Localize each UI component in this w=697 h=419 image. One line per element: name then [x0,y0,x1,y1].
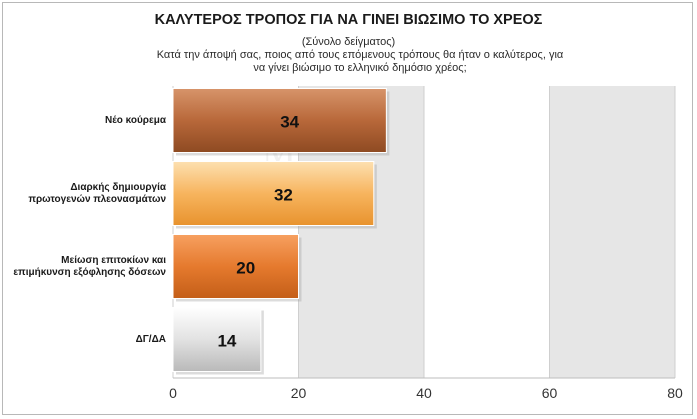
category-label: ΔΓ/ΔΑ [135,333,166,345]
chart-frame [2,2,693,415]
category-label: Μείωση επιτοκίων και επιμήκυνση εξόφληση… [13,254,166,278]
category-label: Νέο κούρεμα [105,114,166,126]
data-label: 14 [217,332,236,351]
chart-title: ΚΑΛΥΤΕΡΟΣ ΤΡΟΠΟΣ ΓΙΑ ΝΑ ΓΙΝΕΙ ΒΙΩΣΙΜΟ ΤΟ… [154,12,543,28]
data-label: 32 [274,186,293,205]
x-tick-label: 60 [542,385,558,401]
x-tick-label: 0 [169,385,177,401]
chart-question: Κατά την άποψή σας, ποιος από τους επόμε… [156,49,564,74]
category-label: Διαρκής δημιουργία πρωτογενών πλεονασμάτ… [28,181,166,205]
chart-subtitle: (Σύνολο δείγματος) [301,36,396,48]
bar-3 [172,234,299,299]
data-label: 34 [280,113,299,132]
x-tick-label: 40 [416,385,432,401]
data-label: 20 [236,259,255,278]
grid-band [549,86,675,378]
x-tick-label: 80 [667,385,683,401]
bar-4 [172,307,262,372]
x-tick-label: 20 [291,385,307,401]
bar-1 [172,88,387,153]
bar-2 [172,161,375,226]
